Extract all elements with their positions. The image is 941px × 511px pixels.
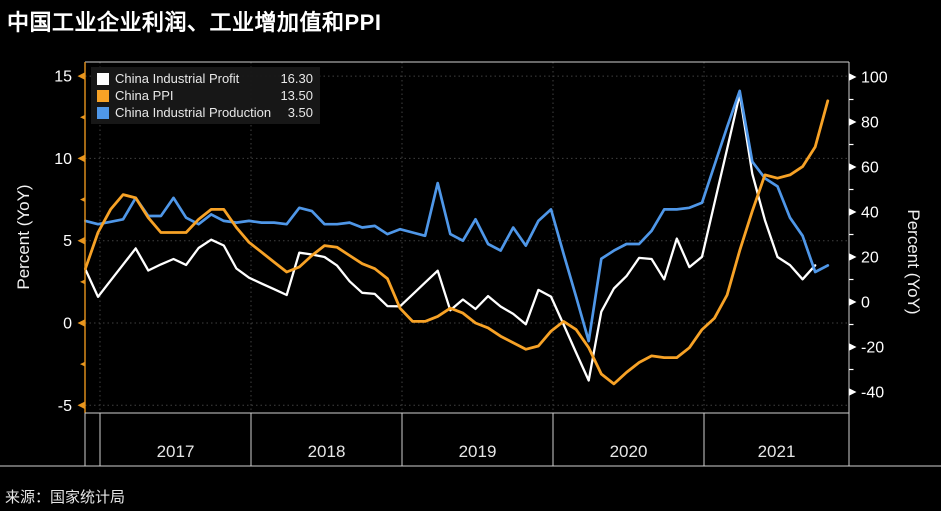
year-label-2017: 2017 (157, 442, 195, 461)
right-tick-100: 100 (861, 70, 888, 87)
left-axis-title: Percent (YoY) (14, 184, 33, 290)
left-axis: 15 10 5 0 -5 (54, 69, 85, 415)
legend-item-ppi: China PPI 13.50 (97, 87, 313, 104)
left-tick-5: 5 (63, 233, 72, 250)
right-tick--40: -40 (861, 385, 884, 402)
left-tick-15: 15 (54, 69, 72, 86)
legend-item-industrial-production: China Industrial Production 3.50 (97, 104, 313, 121)
legend-label: China Industrial Production (115, 105, 272, 120)
date-axis-strip: 2017 2018 2019 2020 2021 (0, 412, 941, 467)
legend-swatch-orange (97, 89, 109, 102)
right-axis: 100 80 60 40 20 0 -20 -40 (849, 70, 888, 402)
series-line-china-ppi (84, 99, 830, 386)
legend-label: China Industrial Profit (115, 71, 240, 86)
legend-item-industrial-profit: China Industrial Profit 16.30 (97, 70, 313, 87)
left-tick--5: -5 (58, 398, 72, 415)
legend-swatch-blue (97, 106, 109, 119)
series-line-china-industrial-profit (84, 93, 817, 382)
series-line-china-industrial-production (84, 89, 830, 343)
right-tick-40: 40 (861, 205, 879, 222)
left-tick-10: 10 (54, 151, 72, 168)
chart-legend: China Industrial Profit 16.30 China PPI … (91, 67, 320, 124)
chart-title: 中国工业企业利润、工业增加值和PPI (7, 10, 382, 35)
legend-label: China PPI (115, 88, 174, 103)
legend-swatch-white (97, 72, 109, 85)
legend-value: 13.50 (280, 88, 313, 103)
year-label-2019: 2019 (459, 442, 497, 461)
legend-value: 3.50 (287, 105, 313, 120)
right-axis-title: Percent (YoY) (904, 209, 923, 315)
left-tick-0: 0 (63, 316, 72, 333)
right-tick-0: 0 (861, 295, 870, 312)
right-tick--20: -20 (861, 340, 884, 357)
source-note: 来源：国家统计局 (5, 489, 126, 506)
year-label-2018: 2018 (308, 442, 346, 461)
year-label-2021: 2021 (758, 442, 796, 461)
legend-value: 16.30 (280, 71, 313, 86)
right-tick-20: 20 (861, 250, 879, 267)
year-label-2020: 2020 (610, 442, 648, 461)
right-tick-60: 60 (861, 160, 879, 177)
right-tick-80: 80 (861, 115, 879, 132)
